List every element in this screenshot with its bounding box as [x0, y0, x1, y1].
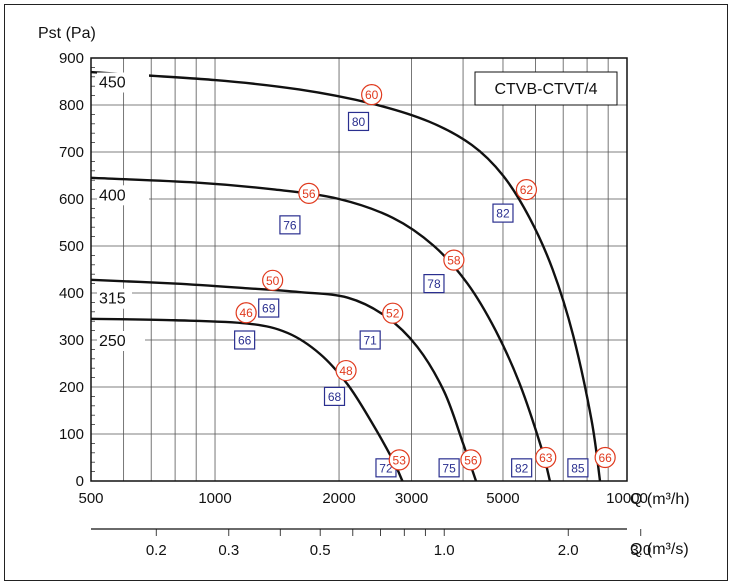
y-tick-label: 800: [59, 97, 84, 114]
x-tick-label: 500: [78, 490, 103, 507]
curve-label-bg: [97, 331, 145, 351]
y-tick-label: 300: [59, 332, 84, 349]
efficiency-box: [347, 111, 370, 132]
efficiency-label: 82: [515, 461, 529, 475]
curve-label-450: 450: [99, 75, 126, 92]
sound-label: 63: [539, 451, 553, 465]
sound-circle: [361, 84, 383, 106]
y-tick-label: 400: [59, 285, 84, 302]
efficiency-box: [567, 458, 589, 478]
sound-circle: [460, 449, 482, 471]
efficiency-label: 66: [238, 334, 252, 348]
efficiency-label: 69: [262, 302, 276, 316]
x-axis-label: Q (m³/h): [630, 491, 690, 508]
curve-250: [90, 317, 404, 482]
sound-label: 60: [365, 88, 379, 102]
curve-label-bg: [97, 185, 149, 206]
curves: 250 315 400 450: [90, 70, 602, 482]
y-tick-label: 200: [59, 379, 84, 396]
curve-315: [90, 278, 478, 482]
x2-tick-label: 0.5: [310, 542, 331, 559]
efficiency-box: [511, 458, 533, 478]
x-tick-label: 1000: [198, 490, 231, 507]
sound-circle: [594, 446, 616, 469]
sound-label: 53: [393, 453, 407, 467]
sound-circle: [382, 302, 404, 324]
chart-frame: [4, 4, 728, 581]
plot-area: [90, 57, 628, 482]
efficiency-box: [323, 386, 346, 406]
sound-circle: [443, 249, 465, 271]
efficiency-label: 68: [328, 390, 342, 404]
y-axis-label: Pst (Pa): [38, 25, 96, 42]
efficiency-label: 72: [379, 461, 393, 475]
curve-label-400: 400: [99, 187, 126, 204]
x-tick-label: 2000: [322, 490, 355, 507]
x-tick-label: 10000: [606, 490, 648, 507]
chart-title: CTVB-CTVT/4: [494, 81, 597, 98]
efficiency-box: [492, 203, 514, 223]
efficiency-label: 78: [427, 277, 441, 291]
x-tick-label: 5000: [486, 490, 519, 507]
sound-label: 48: [339, 364, 353, 378]
point-labels: 80 82 76 78 69 71 66 68 72 75 82 85 60 62 56 58 50 52 46 48…: [234, 84, 616, 478]
efficiency-box: [359, 330, 381, 350]
efficiency-label: 75: [442, 461, 456, 475]
sound-label: 58: [447, 254, 461, 268]
sound-circle: [298, 182, 320, 204]
curve-450: [90, 70, 602, 482]
sound-label: 56: [302, 187, 316, 201]
efficiency-box: [258, 298, 280, 318]
x2-tick-label: 0.2: [146, 542, 167, 559]
y-tick-label: 0: [76, 473, 84, 490]
sound-label: 50: [266, 274, 280, 288]
efficiency-box: [423, 274, 445, 294]
sound-circle: [388, 449, 410, 471]
sound-label: 56: [464, 453, 478, 467]
sound-circle: [535, 446, 557, 469]
curve-400: [90, 176, 552, 482]
x2-tick-label: 2.0: [558, 542, 579, 559]
sound-label: 62: [520, 183, 534, 197]
curve-label-bg: [97, 72, 149, 93]
sound-circle: [262, 269, 284, 291]
efficiency-box: [234, 330, 256, 350]
y-tick-label: 500: [59, 238, 84, 255]
sound-circle: [515, 179, 538, 201]
efficiency-label: 82: [496, 207, 510, 221]
y-tick-label: 700: [59, 144, 84, 161]
x-tick-label: 3000: [395, 490, 428, 507]
sound-label: 46: [239, 306, 253, 320]
curve-label-315: 315: [99, 291, 126, 308]
sound-label: 52: [386, 307, 400, 321]
y-tick-label: 900: [59, 50, 84, 67]
x2-axis-label: Q (m³/s): [630, 541, 689, 558]
efficiency-label: 85: [571, 461, 585, 475]
y-tick-label: 600: [59, 191, 84, 208]
efficiency-label: 80: [352, 115, 366, 129]
y-tick-label: 100: [59, 426, 84, 443]
curve-label-bg: [97, 288, 132, 309]
x2-tick-label: 3.0: [630, 542, 651, 559]
x2-tick-label: 1.0: [434, 542, 455, 559]
chart-title-box: [474, 71, 618, 106]
curve-label-250: 250: [99, 333, 126, 350]
efficiency-box: [438, 458, 460, 478]
efficiency-label: 76: [283, 218, 297, 232]
x2-tick-label: 0.3: [218, 542, 239, 559]
sound-circle: [235, 302, 257, 324]
efficiency-label: 71: [363, 334, 377, 348]
sound-label: 66: [598, 451, 612, 465]
efficiency-box: [279, 215, 301, 235]
tick-labels: 0 100 200 300 400 500 600 700 800 900 500 1000 2000 3…: [59, 50, 651, 559]
sound-circle: [335, 359, 357, 382]
